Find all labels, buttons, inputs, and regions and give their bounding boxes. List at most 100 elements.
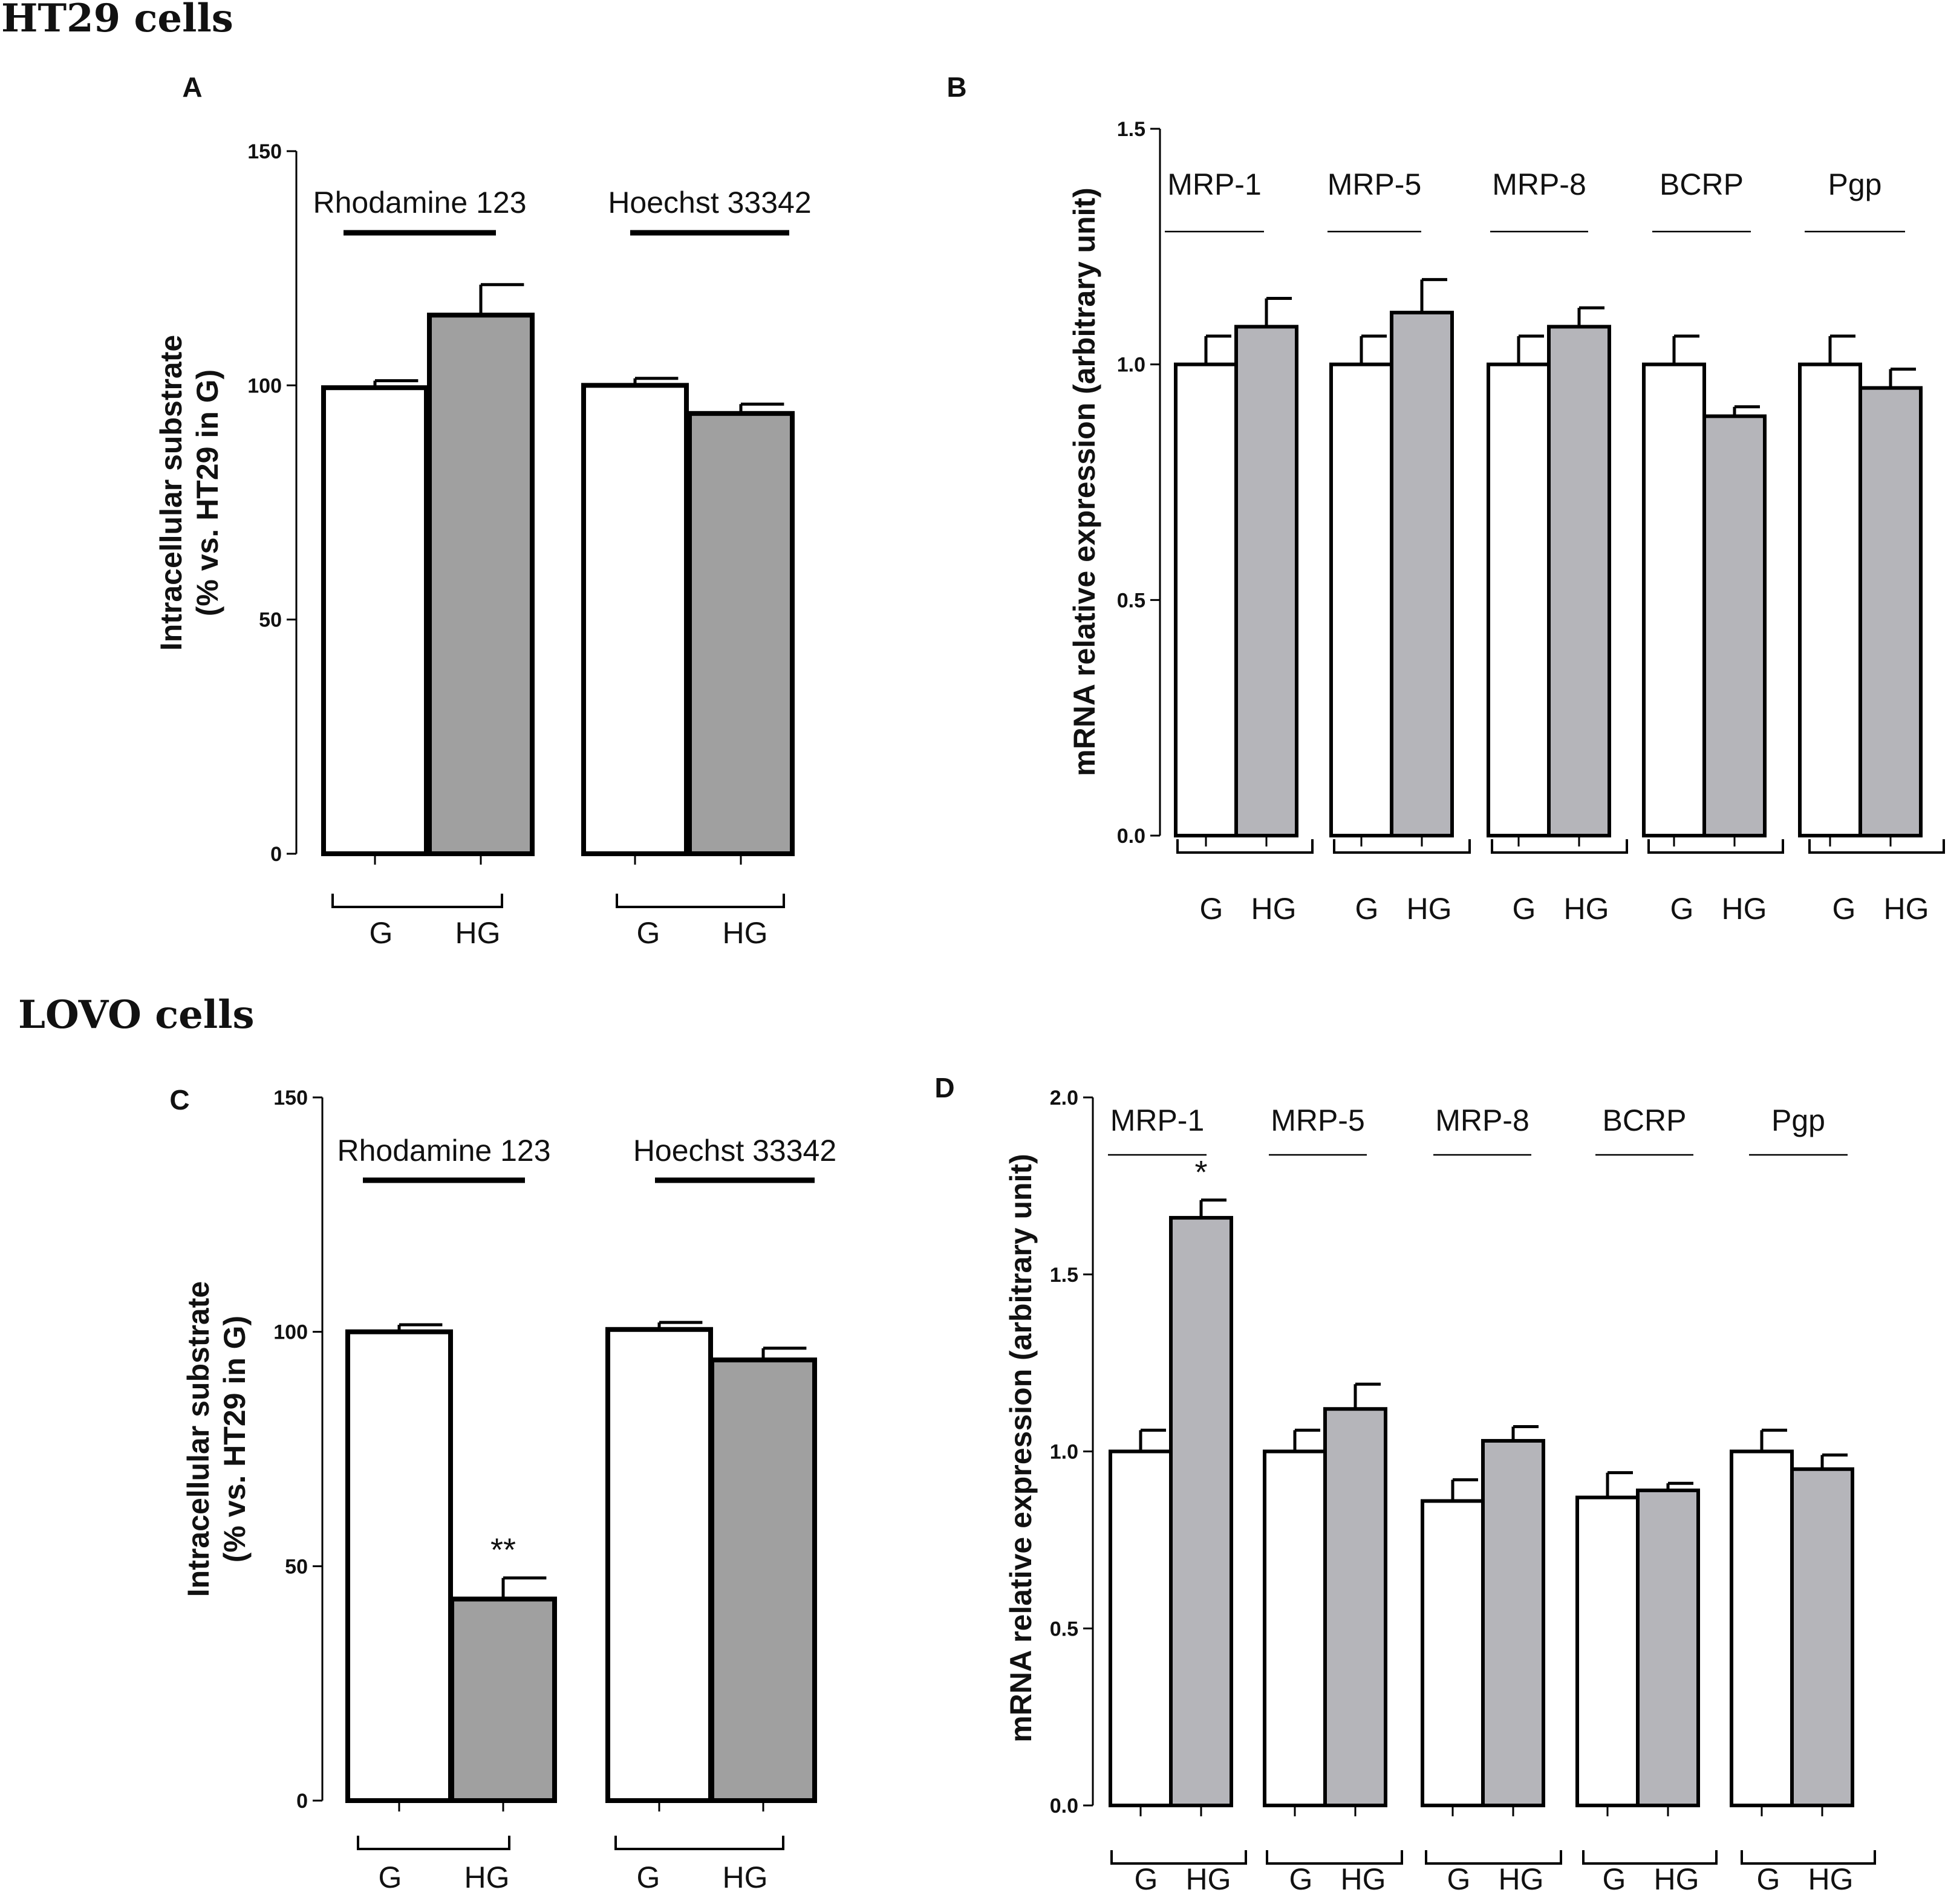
category-label: G — [1757, 1862, 1780, 1896]
bar-hg — [1858, 386, 1923, 837]
panel-a: A 0 50 100 150 Intracellular substrate (% vs. … — [154, 71, 812, 950]
category-label: G — [379, 1860, 402, 1894]
group-label: MRP-5 — [1271, 1103, 1365, 1137]
category-label: HG — [723, 1860, 768, 1894]
bar-hg — [1790, 1467, 1854, 1807]
category-label: HG — [1186, 1862, 1231, 1896]
category-label: HG — [1407, 892, 1452, 926]
category-label: HG — [1341, 1862, 1386, 1896]
panel-b: B 0.0 0.5 1.0 1.5 mRNA relative expression (a… — [946, 71, 1945, 926]
panel-letter: C — [169, 1084, 189, 1116]
y-axis-title: (% vs. HT29 in G) — [218, 1316, 252, 1562]
bar-g — [1421, 1499, 1485, 1807]
category-label: G — [1513, 892, 1536, 926]
category-label: HG — [1654, 1862, 1699, 1896]
panel-c: C 0 50 100 150 Intracellular substrate (% vs. … — [169, 1084, 836, 1894]
bar-g — [1575, 1495, 1640, 1807]
category-label: HG — [1722, 892, 1767, 926]
bar-hg — [427, 313, 535, 856]
category-label: HG — [723, 916, 768, 950]
y-tick-label: 1.0 — [1050, 1441, 1078, 1464]
category-label: G — [1355, 892, 1379, 926]
group-label: MRP-8 — [1435, 1103, 1529, 1137]
category-label: HG — [464, 1860, 510, 1894]
y-tick-label: 50 — [285, 1555, 308, 1578]
bar-hg — [1234, 325, 1298, 837]
category-label: G — [1200, 892, 1223, 926]
bar-g — [581, 383, 689, 856]
group-label: MRP-1 — [1167, 167, 1262, 201]
group-label: Rhodamine 123 — [313, 186, 526, 219]
section-title-ht29: HT29 cells — [1, 0, 233, 41]
category-label: HG — [1884, 892, 1929, 926]
y-axis-title: (% vs. HT29 in G) — [191, 369, 224, 616]
y-axis-title: mRNA relative expression (arbitrary unit… — [1004, 1154, 1038, 1742]
bar-g — [1109, 1449, 1173, 1807]
y-tick-label: 0.5 — [1050, 1617, 1078, 1640]
y-tick-label: 100 — [273, 1321, 308, 1344]
significance-mark: ** — [490, 1532, 516, 1568]
category-label: HG — [455, 916, 501, 950]
group-label: MRP-1 — [1110, 1103, 1205, 1137]
bar-g — [1329, 362, 1393, 837]
bar-hg — [449, 1596, 557, 1804]
y-tick-label: 0 — [270, 843, 282, 866]
category-bracket — [1266, 1850, 1403, 1865]
y-tick-label: 150 — [247, 140, 282, 163]
category-bracket — [616, 894, 785, 908]
bar-g — [345, 1329, 453, 1804]
category-bracket — [1176, 839, 1314, 854]
category-label: G — [1670, 892, 1694, 926]
group-label: MRP-8 — [1492, 167, 1586, 201]
group-label: BCRP — [1603, 1103, 1687, 1137]
bar-hg — [1481, 1438, 1545, 1808]
y-tick-label: 100 — [247, 374, 282, 397]
bar-hg — [1323, 1407, 1387, 1807]
y-tick-label: 0.0 — [1050, 1795, 1078, 1818]
panel-letter: D — [934, 1072, 954, 1103]
bar-g — [1263, 1449, 1327, 1807]
category-label: G — [1603, 1862, 1626, 1896]
y-tick-label: 1.5 — [1117, 118, 1145, 141]
bar-hg — [1702, 414, 1767, 837]
category-bracket — [1741, 1850, 1876, 1865]
category-label: G — [637, 1860, 660, 1894]
y-tick-label: 0.0 — [1117, 825, 1145, 848]
group-label: MRP-5 — [1327, 167, 1422, 201]
bar-g — [1487, 362, 1551, 837]
bar-hg — [1547, 325, 1611, 837]
section-title-lovo: LOVO cells — [18, 992, 255, 1038]
category-bracket — [1808, 839, 1945, 854]
y-axis-title: Intracellular substrate — [154, 335, 188, 651]
category-bracket — [614, 1836, 784, 1850]
panel-letter: B — [946, 71, 966, 103]
y-axis-title: Intracellular substrate — [181, 1281, 215, 1597]
bar-g — [321, 385, 429, 856]
y-tick-label: 0.5 — [1117, 589, 1145, 612]
category-label: G — [1289, 1862, 1313, 1896]
y-tick-label: 0 — [296, 1790, 308, 1813]
bar-g — [1174, 362, 1238, 837]
category-label: HG — [1808, 1862, 1854, 1896]
category-label: HG — [1564, 892, 1609, 926]
category-label: G — [370, 916, 393, 950]
panel-letter: A — [182, 71, 202, 103]
bar-g — [1730, 1449, 1794, 1807]
panel-d: D 0.0 0.5 1.0 1.5 2.0 mRNA relative expression… — [934, 1072, 1876, 1896]
group-label: Rhodamine 123 — [337, 1134, 550, 1168]
y-tick-label: 1.0 — [1117, 354, 1145, 377]
bar-hg — [1390, 310, 1454, 837]
bar-g — [1798, 362, 1862, 837]
y-axis-title: mRNA relative expression (arbitrary unit… — [1067, 187, 1101, 776]
category-bracket — [331, 894, 503, 908]
category-bracket — [1582, 1850, 1718, 1865]
category-label: G — [1135, 1862, 1158, 1896]
group-label: Pgp — [1771, 1103, 1825, 1137]
y-tick-label: 1.5 — [1050, 1264, 1078, 1287]
category-bracket — [1425, 1850, 1562, 1865]
significance-mark: * — [1194, 1154, 1207, 1191]
category-label: G — [637, 916, 660, 950]
category-label: HG — [1251, 892, 1297, 926]
category-label: HG — [1499, 1862, 1544, 1896]
